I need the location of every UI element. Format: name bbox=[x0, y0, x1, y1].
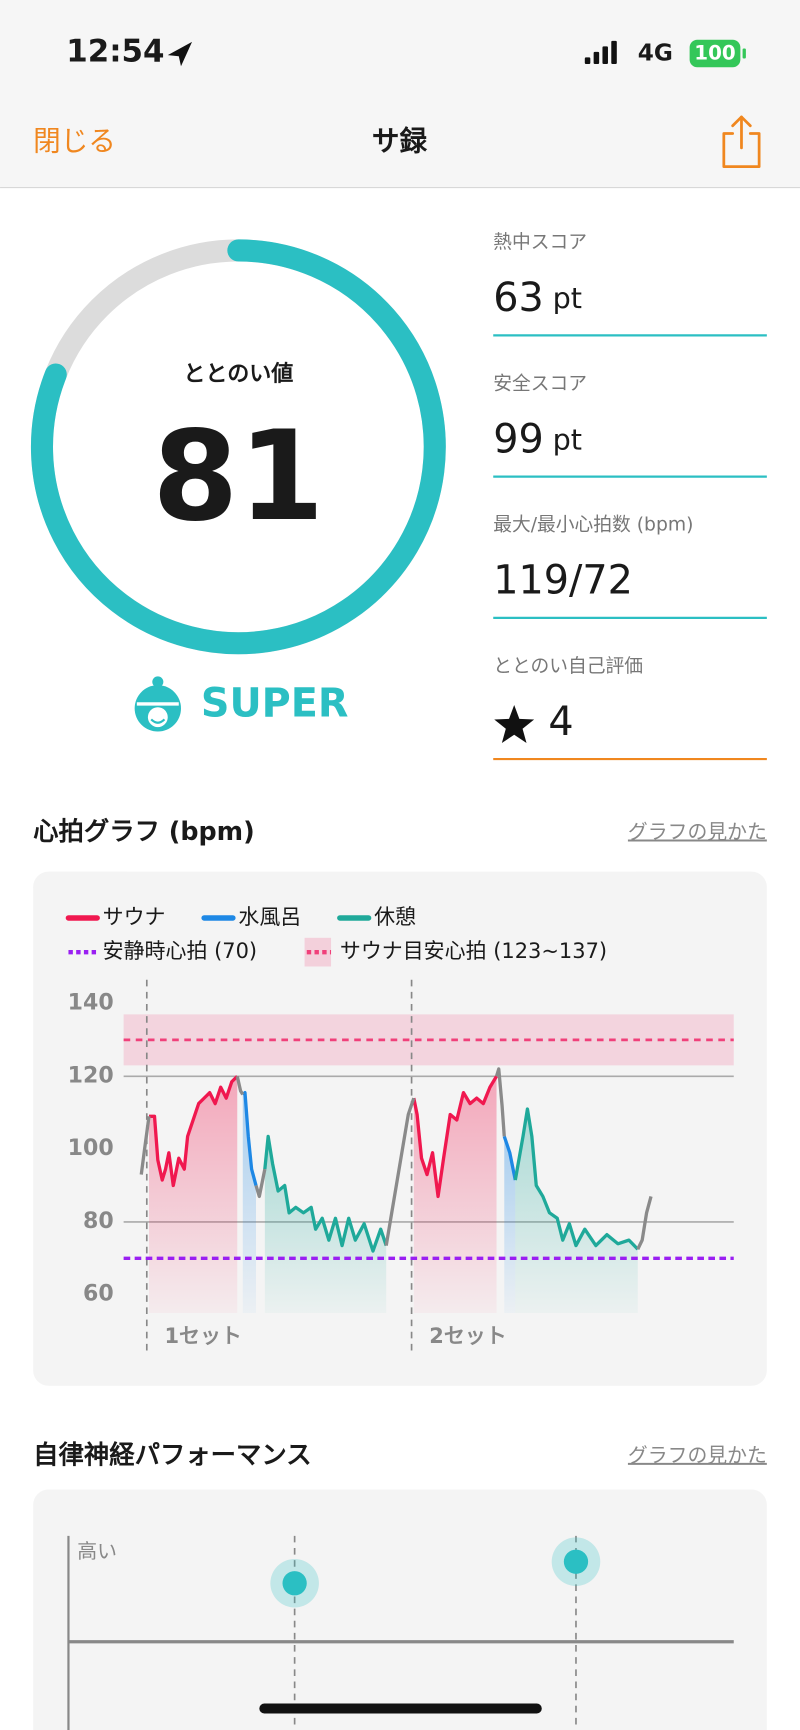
y-tick-label: 140 bbox=[68, 990, 114, 1015]
series-line bbox=[263, 1107, 639, 1253]
autonomic-help-link[interactable]: グラフの見かた bbox=[628, 1444, 767, 1467]
mascot-icon bbox=[134, 676, 181, 732]
stat-value: 99 pt bbox=[493, 416, 582, 462]
stat-number: 4 bbox=[548, 698, 573, 744]
location-icon bbox=[167, 41, 193, 67]
y-tick-label: 60 bbox=[83, 1282, 114, 1307]
score-ring bbox=[30, 239, 446, 655]
stat-value: 4 bbox=[548, 698, 573, 744]
stat-number: 119/72 bbox=[493, 557, 633, 603]
series-area bbox=[413, 1076, 497, 1313]
autonomic-card bbox=[33, 1489, 767, 1730]
autonomic-axis-label: 高い bbox=[77, 1540, 117, 1563]
point bbox=[282, 1571, 307, 1596]
close-button[interactable]: 閉じる bbox=[33, 124, 116, 157]
star-icon bbox=[494, 705, 535, 743]
score-label: ととのい値 bbox=[183, 362, 293, 387]
stat-unit: pt bbox=[553, 281, 582, 315]
stat-number: 99 bbox=[493, 416, 544, 462]
y-tick-label: 120 bbox=[68, 1063, 114, 1088]
header-bg bbox=[0, 0, 800, 188]
stat-label: 熱中スコア bbox=[493, 231, 587, 253]
point bbox=[563, 1549, 589, 1574]
series-line bbox=[139, 1067, 653, 1250]
stat-label: 最大/最小心拍数 (bpm) bbox=[493, 514, 693, 536]
battery-tip bbox=[742, 48, 746, 59]
score-value: 81 bbox=[152, 405, 324, 549]
stat-value: 119/72 bbox=[493, 557, 633, 603]
home-indicator bbox=[259, 1703, 542, 1714]
stat-number: 63 bbox=[493, 275, 544, 321]
battery-level: 100 bbox=[694, 42, 735, 65]
band-legend-label: サウナ目安心拍 (123~137) bbox=[340, 939, 607, 963]
signal-icon bbox=[584, 40, 617, 64]
y-tick-label: 100 bbox=[68, 1136, 114, 1161]
set-label: 1セット bbox=[164, 1324, 241, 1348]
stat-unit: pt bbox=[553, 422, 582, 456]
stat-label: 安全スコア bbox=[493, 372, 587, 394]
series-area bbox=[515, 1109, 638, 1313]
series-area bbox=[148, 1076, 238, 1313]
heart-title: 心拍グラフ (bpm) bbox=[33, 816, 255, 846]
heart-help-link[interactable]: グラフの見かた bbox=[628, 821, 767, 844]
series-area bbox=[504, 1136, 516, 1313]
share-button[interactable] bbox=[722, 115, 761, 168]
series-line bbox=[241, 1091, 517, 1186]
clock: 12:54 bbox=[66, 33, 164, 69]
set-label: 2セット bbox=[429, 1324, 506, 1348]
stat-label: ととのい自己評価 bbox=[493, 655, 643, 677]
score-rank: SUPER bbox=[201, 681, 349, 727]
legend-label: サウナ bbox=[103, 905, 166, 929]
y-tick-label: 80 bbox=[83, 1209, 114, 1234]
nav-title: サ録 bbox=[372, 124, 428, 157]
series-area bbox=[264, 1136, 387, 1313]
battery bbox=[689, 39, 741, 68]
legend-label: 休憩 bbox=[374, 905, 416, 929]
autonomic-title: 自律神経パフォーマンス bbox=[33, 1439, 311, 1469]
legend-label: 水風呂 bbox=[238, 905, 301, 929]
series-line bbox=[148, 1075, 498, 1199]
resting-legend-label: 安静時心拍 (70) bbox=[103, 939, 257, 963]
stat-value: 63 pt bbox=[493, 275, 582, 321]
network: 4G bbox=[638, 41, 673, 67]
